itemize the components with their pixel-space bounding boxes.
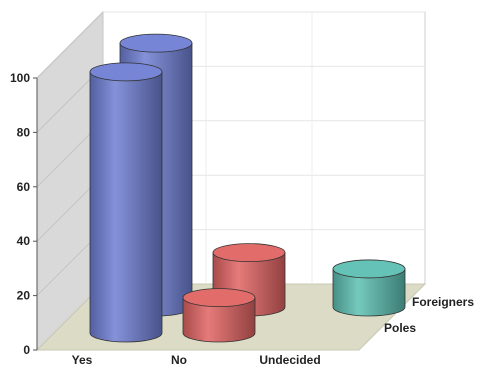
bar-top [212, 243, 286, 263]
y-tick-label: 100 [10, 71, 30, 85]
bar-top [332, 259, 406, 279]
y-tick-label: 80 [17, 125, 31, 139]
gridline [36, 11, 104, 79]
bars [89, 33, 406, 343]
bar-poles-no [182, 288, 256, 343]
depth-label-foreigners: Foreigners [412, 295, 474, 309]
y-tick-label: 0 [23, 343, 30, 357]
bar-body [332, 268, 406, 317]
bar-top [119, 33, 193, 53]
y-axis: 0 20 40 60 80 100 [10, 71, 38, 357]
x-tick-label-yes: Yes [72, 353, 93, 367]
x-tick-label-no: No [171, 353, 187, 367]
depth-label-poles: Poles [384, 321, 416, 335]
bar-body [182, 297, 256, 343]
y-tick-label: 20 [17, 289, 31, 303]
bar-foreigners-undecided [332, 259, 406, 317]
y-tick-label: 40 [17, 234, 31, 248]
x-tick-label-undecided: Undecided [259, 353, 320, 367]
y-tick-label: 60 [17, 180, 31, 194]
bar-poles-yes [89, 62, 163, 343]
bar-body [89, 71, 163, 343]
bar-top [89, 62, 163, 82]
bar-top [182, 288, 256, 308]
